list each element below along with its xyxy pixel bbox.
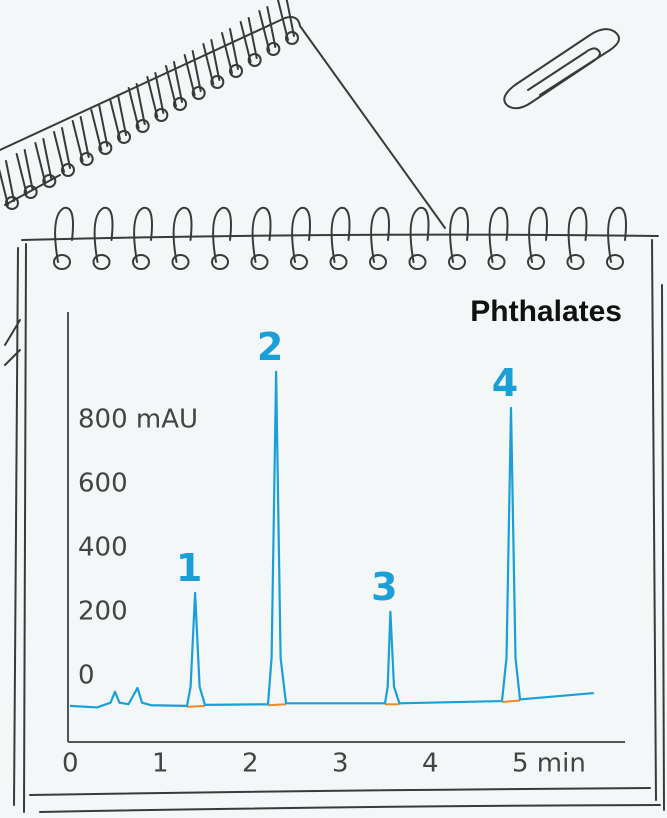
integration-baseline	[186, 704, 206, 708]
ring	[53, 127, 71, 173]
y-tick-label: 400	[78, 532, 128, 562]
ring-hole	[210, 75, 225, 89]
ring-hole	[487, 254, 506, 270]
ring	[146, 72, 165, 118]
ring	[607, 206, 627, 263]
ring-hole	[117, 130, 131, 144]
ring	[567, 206, 588, 263]
peak-label: 3	[371, 565, 397, 609]
y-tick-label: 0	[78, 660, 95, 690]
ring-hole	[247, 53, 262, 67]
ring	[54, 206, 74, 263]
ring	[172, 206, 193, 263]
ring-hole	[211, 254, 229, 270]
ring-hole	[98, 141, 113, 155]
y-tick-label: 600	[78, 468, 128, 498]
peak-label: 1	[176, 546, 202, 590]
ring	[71, 116, 90, 162]
ring-hole	[606, 254, 624, 270]
ring	[370, 206, 390, 263]
integration-baseline	[501, 699, 521, 704]
ring	[15, 149, 34, 195]
ring	[449, 206, 469, 263]
ring	[488, 206, 509, 263]
ring-hole	[369, 254, 387, 270]
ring	[90, 105, 109, 151]
ring-hole	[135, 119, 150, 133]
ring-hole	[191, 86, 206, 100]
ring-hole	[5, 196, 19, 210]
ring	[528, 206, 548, 263]
ring	[212, 206, 232, 263]
ring	[291, 206, 311, 263]
ring-hole	[229, 64, 243, 78]
x-tick-label: 5 min	[512, 749, 586, 779]
ring	[0, 160, 15, 206]
ring-hole	[132, 254, 150, 270]
ring-hole	[42, 174, 57, 188]
ring	[221, 28, 239, 74]
ring	[258, 6, 277, 52]
ring-hole	[154, 108, 169, 122]
ring-hole	[329, 254, 348, 270]
ring-hole	[266, 42, 281, 56]
ring	[34, 138, 53, 184]
ring	[277, 0, 295, 41]
y-tick-label: 800 mAU	[78, 404, 198, 434]
ring	[239, 17, 258, 63]
ring-hole	[448, 254, 466, 270]
ring	[165, 61, 183, 107]
ring-hole	[566, 254, 585, 270]
ring	[330, 206, 351, 263]
integration-baseline	[267, 703, 287, 707]
x-tick-label: 4	[422, 749, 439, 779]
ring-hole	[250, 254, 269, 270]
ring	[251, 206, 272, 263]
ring-hole	[61, 163, 75, 177]
x-tick-label: 1	[152, 749, 169, 779]
peak-label: 4	[492, 361, 518, 405]
ring-hole	[53, 254, 71, 270]
ring	[133, 206, 153, 263]
ring-hole	[408, 254, 427, 270]
ring	[409, 206, 430, 263]
ring-hole	[92, 254, 111, 270]
x-tick-label: 2	[242, 749, 259, 779]
peak-label: 2	[257, 325, 283, 369]
ring-hole	[285, 31, 299, 45]
ring-hole	[290, 254, 308, 270]
x-tick-label: 0	[62, 749, 79, 779]
ring-hole	[173, 97, 187, 111]
ring	[93, 206, 114, 263]
ring	[183, 50, 202, 96]
ring	[202, 39, 221, 85]
chart-title: Phthalates	[470, 295, 622, 328]
ring	[127, 83, 146, 129]
ring-hole	[527, 254, 545, 270]
ring-hole	[79, 152, 94, 166]
trace	[69, 370, 594, 709]
ring	[109, 94, 127, 140]
ring-hole	[171, 254, 190, 270]
ring-hole	[23, 185, 38, 199]
y-tick-label: 200	[78, 596, 128, 626]
x-tick-label: 3	[332, 749, 349, 779]
